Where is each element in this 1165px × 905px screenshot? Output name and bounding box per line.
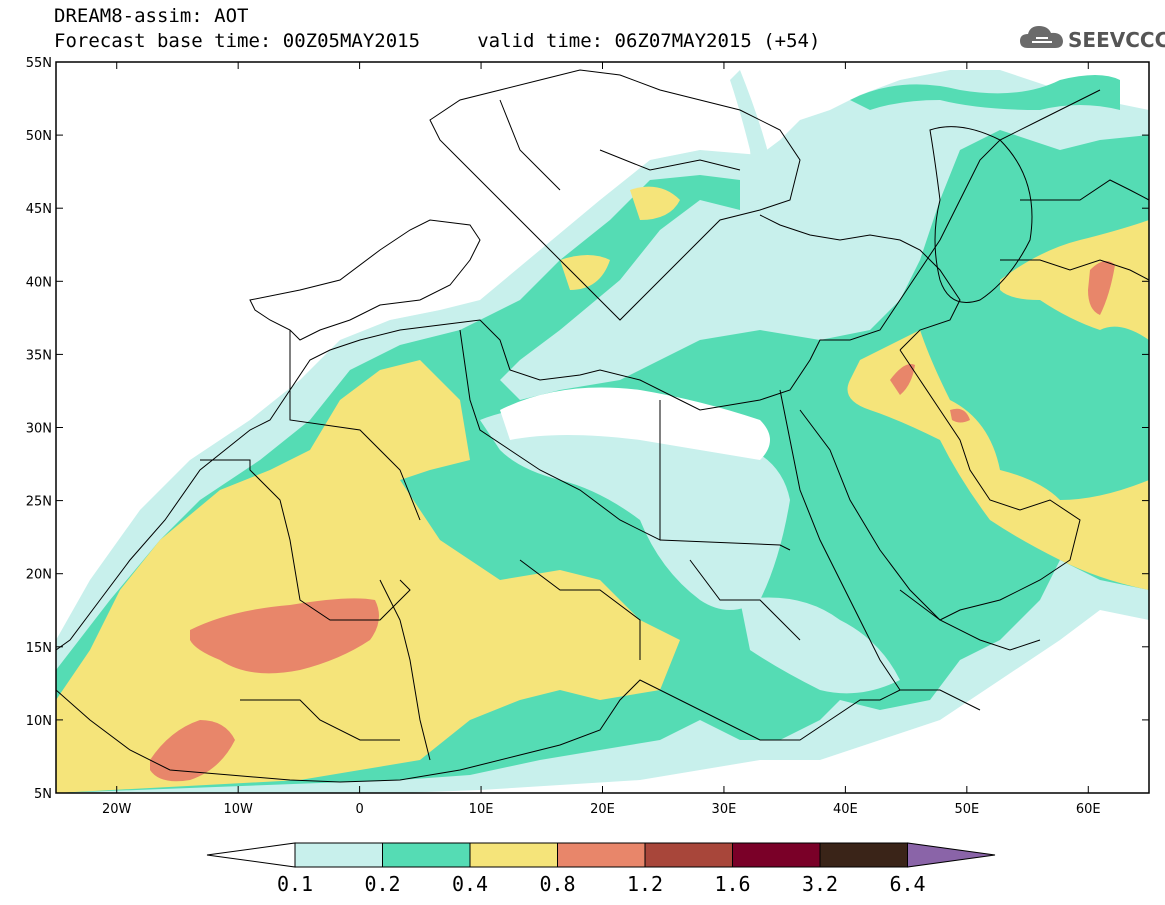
colorbar-label: 0.1 [277, 872, 313, 896]
colorbar-label: 0.4 [452, 872, 488, 896]
chart-title: DREAM8-assim: AOT [54, 5, 249, 27]
lat-label: 20N [26, 568, 52, 583]
lon-label: 10W [223, 802, 253, 817]
lon-label: 30E [712, 802, 737, 817]
colorbar-label: 1.6 [714, 872, 750, 896]
lon-label: 50E [954, 802, 979, 817]
lat-label: 45N [26, 202, 52, 217]
coastlines [56, 69, 1149, 783]
colorbar-swatch [644, 842, 733, 868]
colorbar-swatch [732, 842, 821, 868]
lat-label: 10N [26, 714, 52, 729]
aot-field [56, 62, 1149, 793]
cloud-icon [1020, 26, 1063, 48]
colorbar-label: 1.2 [627, 872, 663, 896]
colorbar-swatch [469, 842, 558, 868]
colorbar-label: 3.2 [802, 872, 838, 896]
lat-label: 15N [26, 641, 52, 656]
seevccc-logo: SEEVCCC [1018, 22, 1165, 58]
colorbar-label: 6.4 [889, 872, 925, 896]
lon-label: 0 [355, 802, 363, 817]
colorbar-max-arrow [907, 842, 996, 868]
colorbar-swatch [819, 842, 908, 868]
aot-band-0.4 [56, 360, 680, 793]
lat-label: 35N [26, 348, 52, 363]
lon-label: 20E [590, 802, 615, 817]
longitude-axis: 20W 10W 0 10E 20E 30E 40E 50E 60E [102, 62, 1101, 817]
latitude-axis: 55N 50N 45N 40N 35N 30N 25N 20N 15N 10N 5N [26, 56, 1149, 802]
colorbar-swatch [382, 842, 471, 868]
lat-label: 55N [26, 56, 52, 71]
lon-label: 20W [102, 802, 132, 817]
colorbar-swatch [294, 842, 383, 868]
lat-label: 30N [26, 422, 52, 437]
aot-band-0.8 [190, 598, 379, 674]
lat-label: 25N [26, 495, 52, 510]
colorbar-label: 0.2 [364, 872, 400, 896]
colorbar-swatch [557, 842, 646, 868]
colorbar-label: 0.8 [539, 872, 575, 896]
lat-label: 5N [34, 787, 52, 802]
forecast-time-line: Forecast base time: 00Z05MAY2015 valid t… [54, 30, 821, 52]
lat-label: 50N [26, 129, 52, 144]
lon-label: 60E [1076, 802, 1101, 817]
colorbar-min-arrow [206, 842, 296, 868]
logo-text: SEEVCCC [1068, 28, 1165, 52]
lon-label: 10E [469, 802, 494, 817]
lat-label: 40N [26, 275, 52, 290]
lon-label: 40E [833, 802, 858, 817]
